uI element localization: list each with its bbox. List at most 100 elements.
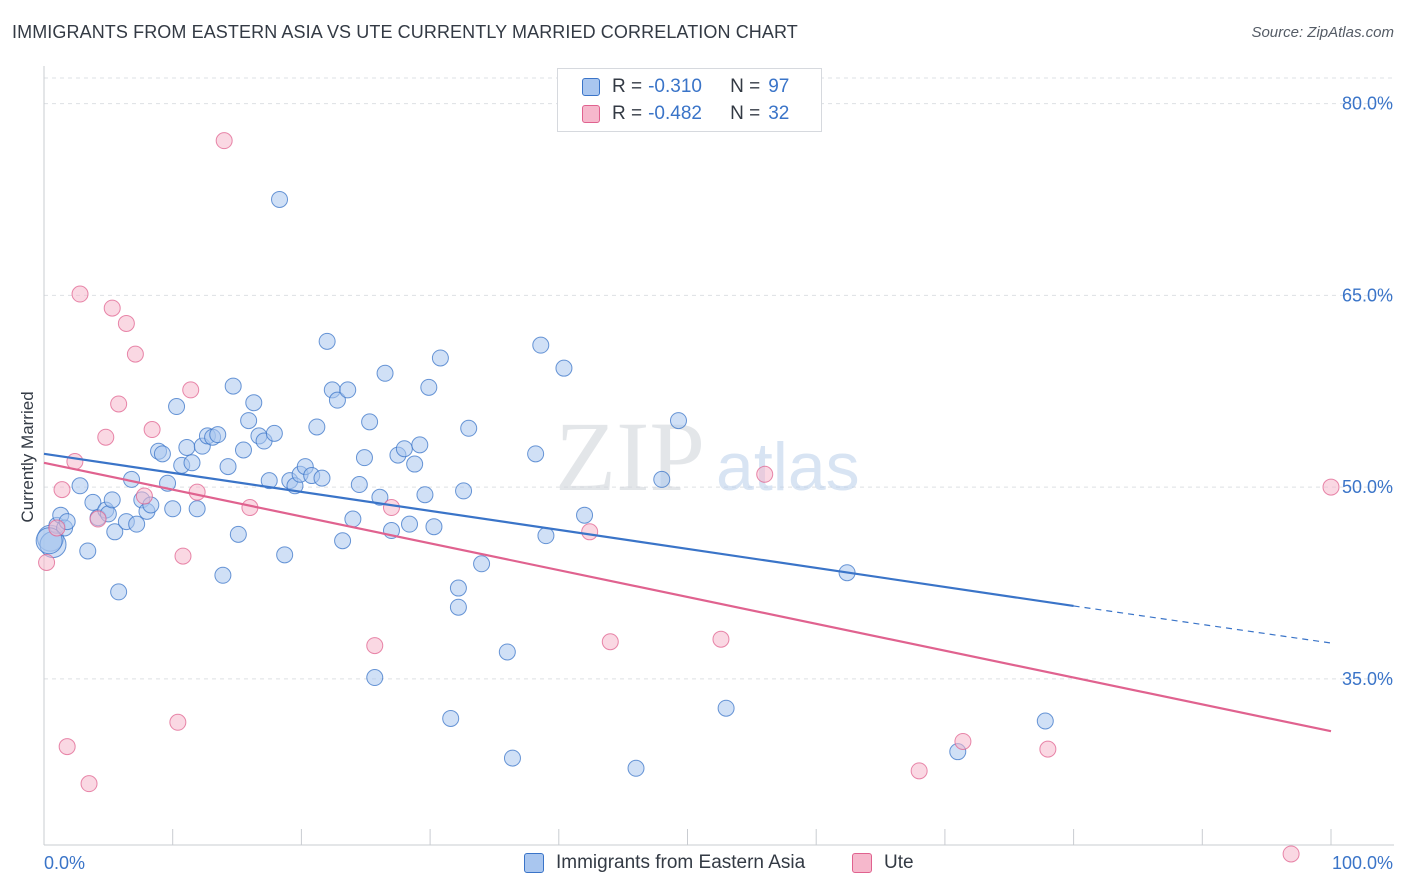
point-eastern-asia [425, 518, 443, 536]
point-eastern-asia [240, 412, 258, 430]
point-eastern-asia [79, 542, 97, 560]
point-eastern-asia [455, 482, 473, 500]
point-ute [581, 523, 599, 541]
legend-swatch-pink [582, 105, 600, 123]
point-eastern-asia [178, 438, 196, 456]
point-ute [601, 633, 619, 651]
point-ute [174, 547, 192, 565]
point-eastern-asia [245, 394, 263, 412]
point-eastern-asia [473, 555, 491, 573]
watermark-atlas: atlas [716, 429, 860, 505]
point-ute [215, 132, 233, 150]
point-ute [1039, 740, 1057, 758]
point-eastern-asia [328, 391, 346, 409]
point-eastern-asia [313, 469, 331, 487]
point-eastern-asia [406, 455, 424, 473]
source-label: Source: ZipAtlas.com [1251, 24, 1394, 41]
legend-swatch-blue [524, 853, 544, 873]
point-eastern-asia [106, 523, 124, 541]
point-eastern-asia [627, 759, 645, 777]
point-eastern-asia [219, 458, 237, 476]
point-eastern-asia [229, 525, 247, 543]
point-eastern-asia [669, 412, 687, 430]
point-ute [53, 481, 71, 499]
point-eastern-asia [214, 566, 232, 584]
point-eastern-asia [128, 515, 146, 533]
tick-labels: 35.0% 50.0% 65.0% 80.0% 0.0% 100.0% [44, 94, 1393, 873]
point-eastern-asia [188, 500, 206, 518]
chart-title: IMMIGRANTS FROM EASTERN ASIA VS UTE CURR… [12, 22, 798, 42]
point-eastern-asia [318, 332, 336, 350]
point-ute [954, 732, 972, 750]
point-ute [1282, 845, 1300, 863]
point-eastern-asia [110, 583, 128, 601]
point-eastern-asia [308, 418, 326, 436]
point-eastern-asia [537, 527, 555, 545]
point-ute [38, 553, 56, 571]
point-ute [1322, 478, 1340, 496]
point-eastern-asia [103, 491, 121, 509]
point-eastern-asia [260, 472, 278, 490]
point-ute [71, 285, 89, 303]
point-eastern-asia [344, 510, 362, 528]
legend-item-ute[interactable]: Ute [852, 852, 914, 874]
point-eastern-asia [376, 364, 394, 382]
point-ute [756, 465, 774, 483]
point-ute [48, 519, 66, 537]
point-eastern-asia [576, 506, 594, 524]
point-ute [143, 421, 161, 439]
point-eastern-asia [265, 424, 283, 442]
n-label: N = [730, 103, 761, 124]
legend-label: Immigrants from Eastern Asia [556, 852, 806, 873]
n-value: 97 [768, 76, 790, 97]
point-eastern-asia [401, 515, 419, 533]
point-eastern-asia [420, 378, 438, 396]
legend-swatch-blue [582, 78, 600, 96]
point-eastern-asia [503, 749, 521, 767]
point-eastern-asia [168, 398, 186, 416]
trend-line-eastern-asia-extension [1073, 605, 1332, 644]
correlation-legend: R = -0.310 N = 97 R = -0.482 N = 32 [557, 68, 822, 132]
point-eastern-asia [371, 488, 389, 506]
point-ute [169, 713, 187, 731]
point-eastern-asia [449, 598, 467, 616]
y-tick-label: 65.0% [1342, 285, 1393, 305]
legend-swatch-pink [852, 853, 872, 873]
r-value: -0.482 [648, 103, 702, 124]
point-eastern-asia [339, 381, 357, 399]
point-eastern-asia [334, 532, 352, 550]
legend-item-eastern-asia[interactable]: Immigrants from Eastern Asia [524, 852, 805, 874]
point-ute [80, 775, 98, 793]
series-legend: Immigrants from Eastern Asia Ute [0, 852, 1406, 878]
point-eastern-asia [355, 449, 373, 467]
point-ute [188, 483, 206, 501]
point-eastern-asia [271, 190, 289, 208]
point-eastern-asia [555, 359, 573, 377]
point-ute [366, 637, 384, 655]
y-tick-label: 35.0% [1342, 669, 1393, 689]
point-eastern-asia [1036, 712, 1054, 730]
point-ute [97, 428, 115, 446]
point-eastern-asia [71, 477, 89, 495]
point-eastern-asia [234, 441, 252, 459]
point-eastern-asia [276, 546, 294, 564]
point-eastern-asia [532, 336, 550, 354]
data-points [35, 132, 1340, 863]
point-eastern-asia [431, 349, 449, 367]
legend-row-eastern-asia: R = -0.310 N = 97 [582, 75, 789, 99]
point-ute [382, 499, 400, 517]
point-eastern-asia [361, 413, 379, 431]
trend-line-eastern-asia [43, 452, 1074, 608]
point-eastern-asia [416, 486, 434, 504]
point-eastern-asia [84, 493, 102, 511]
point-eastern-asia [164, 500, 182, 518]
point-ute [126, 345, 144, 363]
n-label: N = [730, 76, 761, 97]
point-eastern-asia [717, 699, 735, 717]
trend-line-ute [43, 461, 1332, 733]
point-eastern-asia [209, 426, 227, 444]
point-eastern-asia [527, 445, 545, 463]
point-ute [117, 314, 135, 332]
x-tick-label: 0.0% [44, 853, 85, 873]
